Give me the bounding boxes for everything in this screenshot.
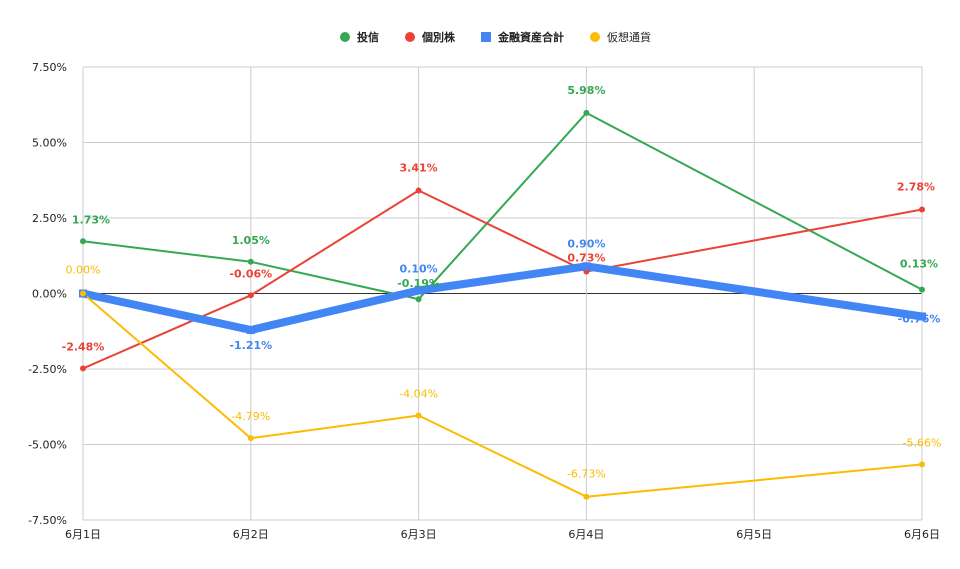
legend-label: 投信 — [357, 30, 379, 44]
data-label: 0.73% — [567, 251, 605, 264]
data-point — [247, 258, 254, 265]
grid — [82, 66, 923, 521]
data-label: -0.19% — [397, 277, 440, 290]
x-tick-label: 6月5日 — [736, 528, 772, 541]
legend: 投信 個別株 金融資産合計 仮想通貨 — [340, 30, 651, 44]
data-labels: 1.73% 1.05% -0.19% 5.98% 0.13% -2.48% -0.06% 3.… — [62, 84, 942, 481]
data-label: -6.73% — [567, 468, 606, 481]
data-label: -5.66% — [903, 436, 942, 449]
legend-item: 投信 — [340, 30, 379, 44]
y-tick-label: -7.50% — [28, 514, 67, 527]
data-point — [80, 365, 86, 372]
data-label: -0.76% — [898, 312, 941, 325]
data-label: -4.04% — [399, 388, 438, 401]
legend-swatch — [405, 32, 415, 42]
y-tick-label: 7.50% — [32, 61, 67, 74]
data-point — [583, 109, 590, 116]
legend-swatch — [481, 32, 491, 42]
x-tick-label: 6月1日 — [65, 528, 101, 541]
data-point — [415, 187, 422, 194]
data-point — [80, 290, 86, 297]
data-label: -2.48% — [62, 340, 105, 353]
data-label: 3.41% — [400, 162, 438, 175]
data-label: 0.00% — [66, 264, 101, 277]
data-point — [919, 286, 925, 293]
x-tick-label: 6月2日 — [233, 528, 269, 541]
legend-label: 個別株 — [421, 30, 456, 44]
data-point — [918, 312, 926, 321]
data-label: 5.98% — [567, 84, 605, 97]
data-point — [415, 296, 422, 303]
data-point — [246, 326, 255, 335]
series-line-2 — [79, 262, 926, 334]
x-tick-label: 6月6日 — [904, 528, 940, 541]
legend-label: 仮想通貨 — [607, 30, 651, 44]
legend-item: 仮想通貨 — [590, 30, 651, 44]
series-markers — [79, 109, 926, 500]
data-label: 1.05% — [232, 234, 270, 247]
data-point — [80, 238, 86, 245]
data-point — [247, 292, 254, 299]
legend-item: 個別株 — [405, 30, 456, 44]
data-point — [919, 206, 925, 213]
legend-swatch — [590, 32, 600, 42]
legend-swatch — [340, 32, 350, 42]
y-tick-label: -2.50% — [28, 363, 67, 376]
data-point — [415, 412, 422, 419]
legend-label: 金融資産合計 — [497, 30, 564, 44]
legend-item: 金融資産合計 — [481, 30, 564, 44]
data-label: -4.79% — [231, 410, 270, 423]
data-label: 1.73% — [72, 213, 110, 226]
data-label: 2.78% — [897, 181, 935, 194]
data-point — [582, 262, 591, 271]
y-axis: 7.50% 5.00% 2.50% 0.00% -2.50% -5.00% -7.50% — [28, 61, 67, 527]
data-point — [414, 286, 423, 295]
x-tick-label: 6月4日 — [568, 528, 604, 541]
y-tick-label: 2.50% — [32, 212, 67, 225]
x-tick-label: 6月3日 — [401, 528, 437, 541]
y-tick-label: -5.00% — [28, 439, 67, 452]
data-label: -0.06% — [229, 267, 272, 280]
data-label: -1.21% — [229, 339, 272, 352]
y-tick-label: 0.00% — [32, 288, 67, 301]
data-point — [583, 493, 590, 500]
data-label: 0.10% — [400, 262, 438, 275]
data-point — [247, 435, 254, 442]
series-line-0 — [82, 111, 923, 301]
series-lines — [79, 111, 926, 498]
x-axis: 6月1日 6月2日 6月3日 6月4日 6月5日 6月6日 — [65, 528, 940, 541]
data-label: 0.90% — [567, 237, 605, 250]
y-tick-label: 5.00% — [32, 137, 67, 150]
data-label: 0.13% — [900, 258, 938, 271]
data-point — [919, 461, 925, 468]
